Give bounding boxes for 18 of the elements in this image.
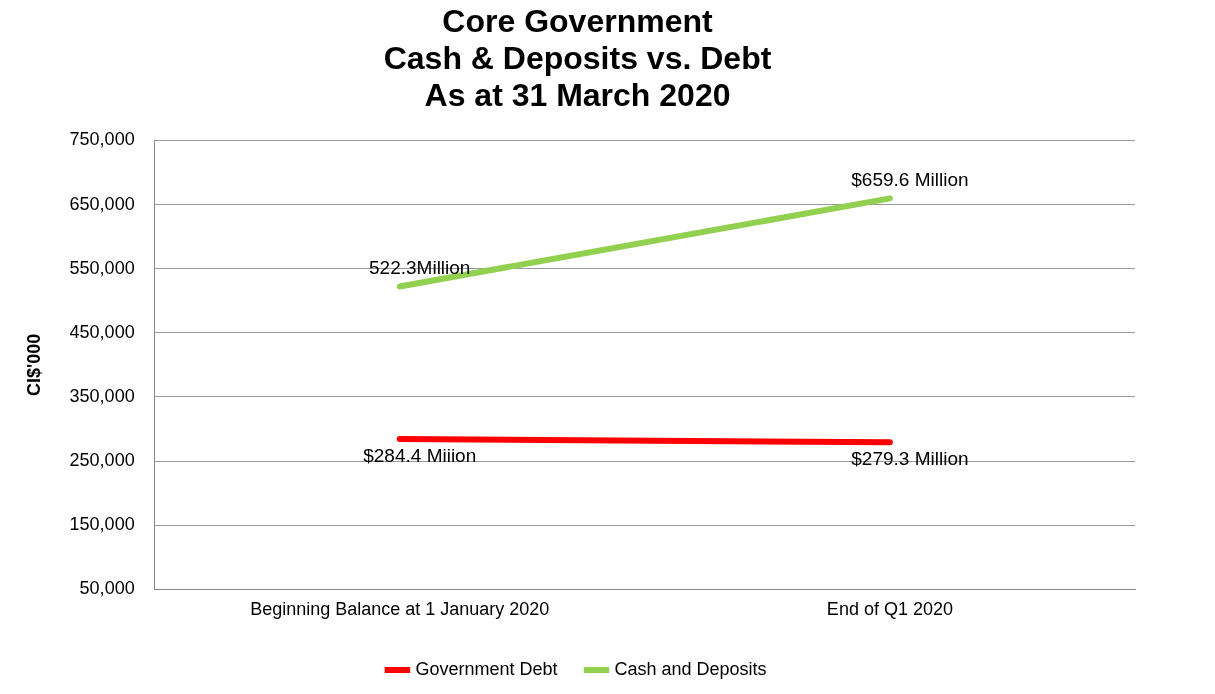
annotation: $279.3 Million bbox=[851, 448, 969, 470]
y-tick-label: 150,000 bbox=[69, 514, 135, 535]
x-tick-label: End of Q1 2020 bbox=[826, 599, 953, 620]
y-tick-label: 50,000 bbox=[79, 578, 135, 599]
annotation: 522.3Million bbox=[369, 257, 471, 279]
y-tick-label: 450,000 bbox=[69, 321, 135, 342]
annotation: $659.6 Million bbox=[851, 169, 969, 191]
chart-title: Core Government Cash & Deposits vs. Debt As at 31 March 2020 bbox=[383, 3, 772, 113]
y-tick-label: 350,000 bbox=[69, 385, 135, 406]
y-tick-label: 750,000 bbox=[69, 129, 135, 150]
y-tick-label: 250,000 bbox=[69, 450, 135, 471]
x-tick-label: Beginning Balance at 1 January 2020 bbox=[250, 599, 550, 620]
y-tick-label: 550,000 bbox=[69, 257, 135, 278]
y-axis-title: CI$'000 bbox=[23, 333, 44, 397]
legend-label: Cash and Deposits bbox=[614, 658, 767, 679]
legend-label: Government Debt bbox=[415, 658, 558, 679]
annotation: $284.4 Miiion bbox=[363, 444, 477, 466]
y-tick-label: 650,000 bbox=[69, 193, 135, 214]
